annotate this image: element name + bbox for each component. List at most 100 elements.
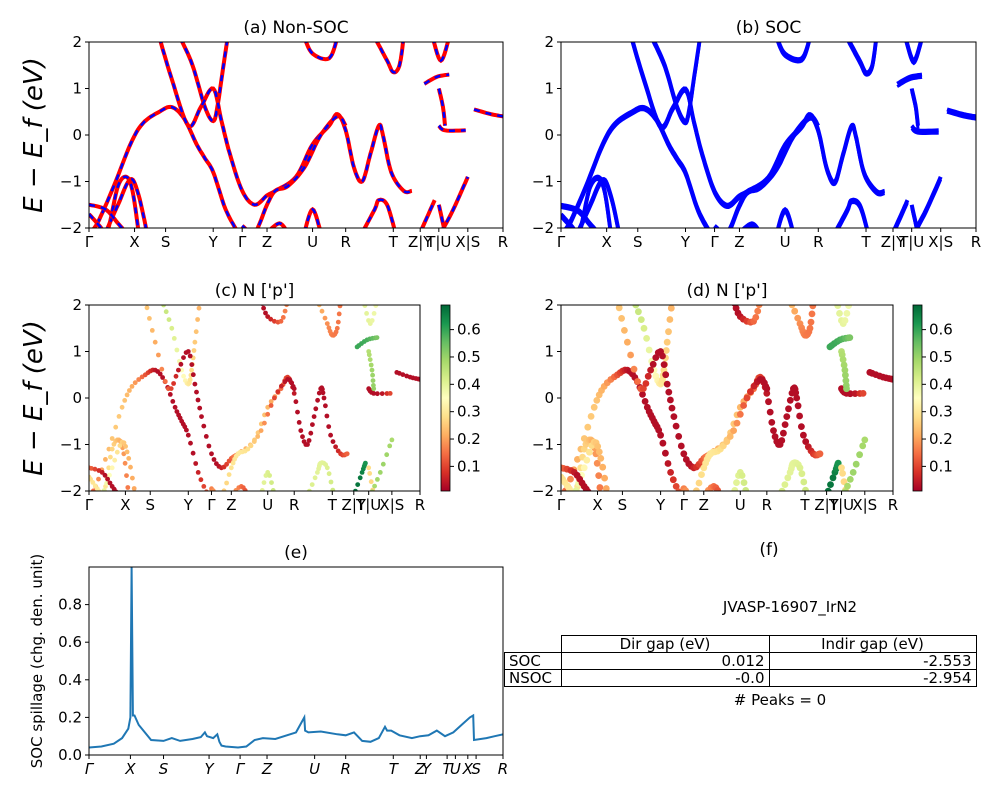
projection-point <box>369 367 375 373</box>
band-soc-split-line <box>630 42 885 209</box>
x-tick-label: Z|Y <box>881 233 906 251</box>
band-soc-line <box>946 107 976 119</box>
projection-point <box>400 372 406 377</box>
projection-point <box>663 338 671 346</box>
panel-e-plot <box>89 567 503 749</box>
projection-point <box>369 489 375 491</box>
projection-point <box>122 460 128 466</box>
projection-point <box>662 347 670 354</box>
projection-point <box>594 443 602 450</box>
x-tick-label: Γ <box>207 496 216 514</box>
projection-point <box>319 308 325 314</box>
projection-point <box>116 414 122 419</box>
projection-point <box>733 479 740 486</box>
projection-point <box>147 316 152 321</box>
projection-point <box>834 459 842 467</box>
projection-point <box>597 455 605 462</box>
band-nsoc-dashed-line <box>270 221 287 228</box>
y-axis-label: SOC spillage (chg. den. unit) <box>28 554 46 769</box>
band-nsoc-dashed-line <box>375 42 405 74</box>
x-tick-label: Γ <box>557 496 566 514</box>
colorbar-tick-label: 0.6 <box>457 321 481 339</box>
projection-point <box>604 492 611 499</box>
x-tick-label: Z|Y <box>408 233 433 251</box>
projection-point <box>322 315 328 321</box>
projection-point <box>291 391 297 396</box>
projection-point <box>211 457 217 462</box>
projection-point <box>655 426 663 434</box>
projection-point <box>794 402 802 410</box>
projection-point <box>621 327 628 334</box>
y-tick-label: −1 <box>532 173 554 191</box>
x-tick-label: T <box>388 233 399 251</box>
projection-point <box>794 314 802 322</box>
x-tick-label: T <box>389 760 400 778</box>
projection-point <box>667 469 674 476</box>
y-tick-label: 2 <box>544 296 554 314</box>
projection-point <box>320 390 326 396</box>
projection-point <box>640 324 648 332</box>
x-tick-label: Y <box>183 496 194 514</box>
y-tick-label: −1 <box>532 436 554 454</box>
projection-point <box>174 347 180 353</box>
projection-point <box>246 493 251 498</box>
gap-header-dir: Dir gap (eV) <box>560 635 770 653</box>
band-nsoc-dashed-line <box>437 88 447 126</box>
projection-point <box>788 305 796 309</box>
projection-point <box>387 443 393 449</box>
projection-point <box>362 305 368 308</box>
x-tick-label: U <box>262 496 273 514</box>
projection-point <box>195 397 201 403</box>
colorbar-tick-label: 0.6 <box>929 321 953 339</box>
projection-point <box>159 298 164 303</box>
x-tick-label: X <box>120 496 130 514</box>
x-tick-label: Z <box>734 233 744 251</box>
projection-point <box>643 335 650 342</box>
projection-point <box>168 386 174 391</box>
projection-point <box>669 476 677 484</box>
projection-point <box>316 305 322 308</box>
projection-point <box>861 436 869 444</box>
projection-point <box>373 305 379 308</box>
projection-point <box>198 477 204 483</box>
projection-point <box>268 316 274 322</box>
x-tick-label: T <box>860 233 871 251</box>
projection-point <box>192 381 198 387</box>
projection-point <box>123 444 128 449</box>
projection-point <box>371 311 377 316</box>
projection-point <box>567 475 574 483</box>
colorbar-tick-label: 0.1 <box>457 457 481 475</box>
x-tick-label: X <box>462 760 474 778</box>
y-axis-label: E − E_f (eV) <box>19 320 49 476</box>
projection-point <box>163 309 169 315</box>
x-tick-label: Y <box>655 496 666 514</box>
x-tick-label: X|S <box>852 496 877 514</box>
nsoc-indir-gap: -2.954 <box>768 669 977 687</box>
projection-point <box>112 457 118 463</box>
x-tick-label: Z <box>261 760 273 778</box>
projection-point <box>263 310 268 316</box>
panel-f-title: (f) <box>759 540 779 560</box>
projection-point <box>682 487 689 491</box>
band-soc-split-line <box>904 42 924 66</box>
x-tick-label: Z <box>262 233 272 251</box>
projection-point <box>306 438 312 443</box>
projection-point <box>126 388 132 393</box>
projection-point <box>90 490 93 491</box>
projection-point <box>124 449 130 455</box>
y-tick-label: 1 <box>544 80 554 98</box>
projection-point <box>190 372 196 378</box>
projection-point <box>668 404 676 412</box>
panel-e-title: (e) <box>284 543 308 563</box>
projection-point <box>228 465 234 471</box>
projection-point <box>298 428 304 433</box>
projection-point <box>201 484 207 489</box>
y-tick-label: 1 <box>72 343 82 361</box>
projection-point <box>114 449 120 455</box>
projection-point <box>615 305 623 312</box>
band-nsoc-dashed-line <box>437 124 466 132</box>
band-nsoc-dashed-line <box>92 105 237 228</box>
projection-point <box>839 356 847 363</box>
projection-point <box>334 325 340 331</box>
projection-point <box>730 427 737 434</box>
